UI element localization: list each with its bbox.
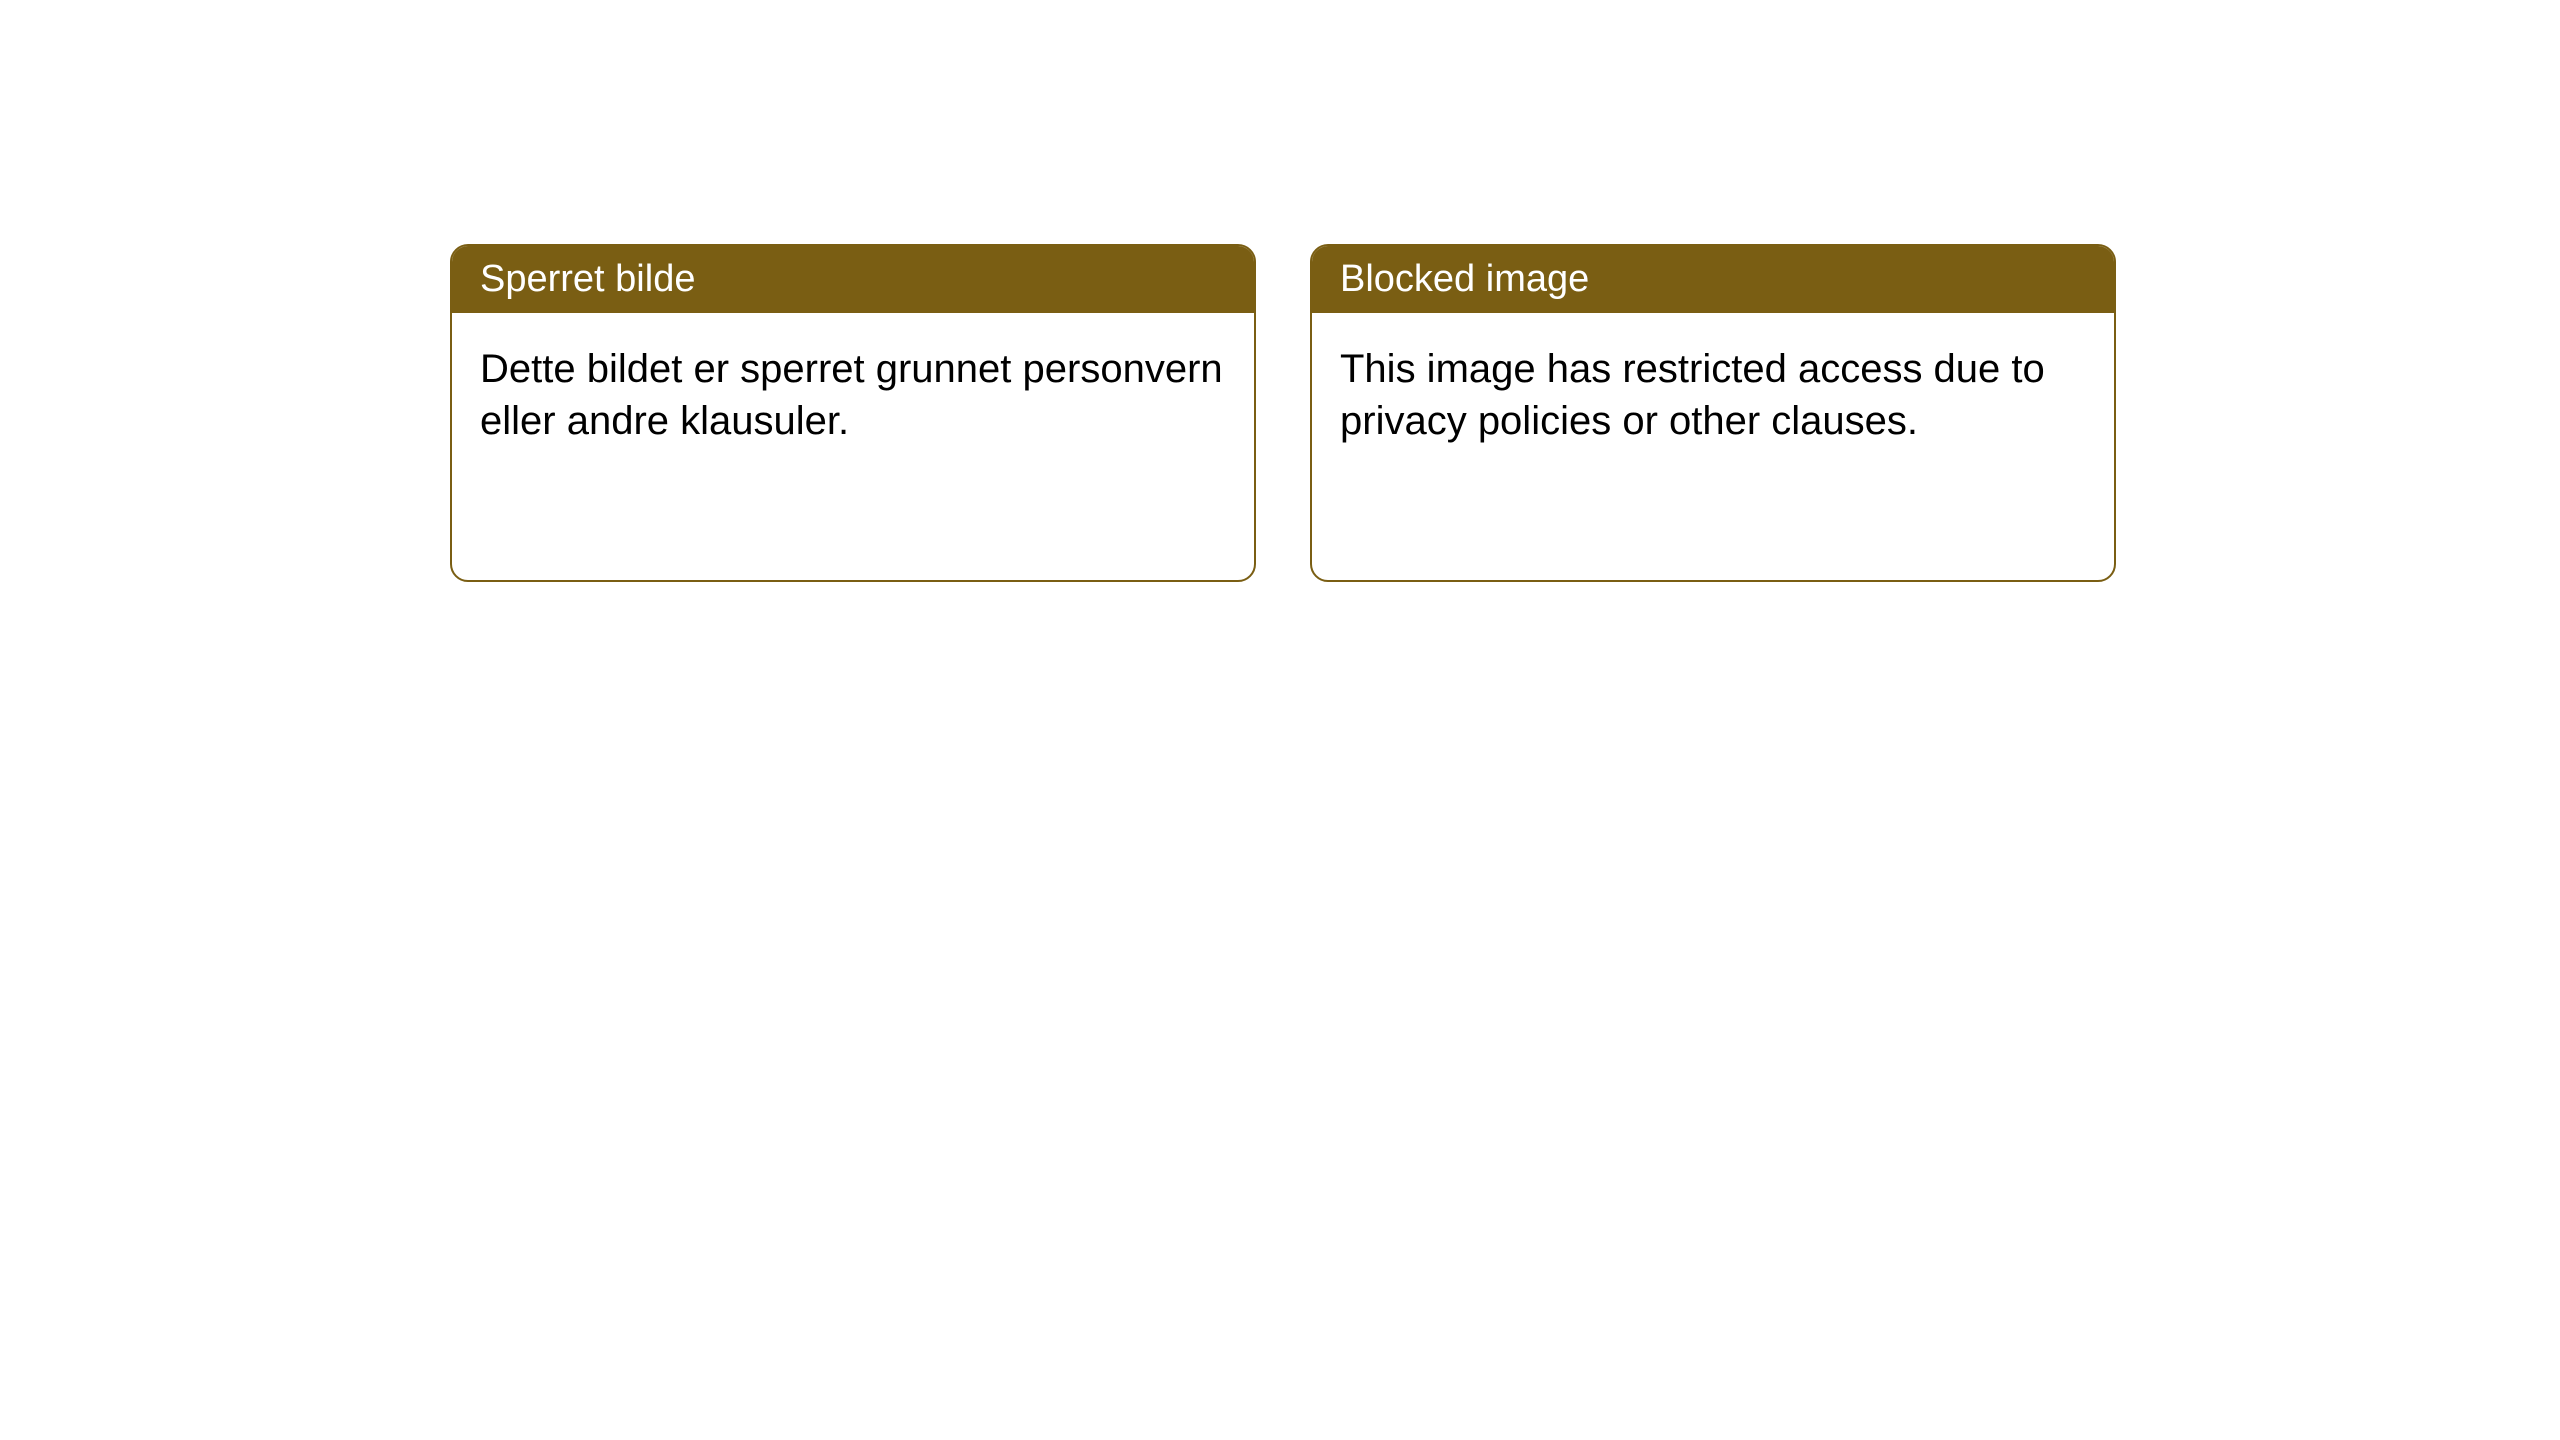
card-body-text: This image has restricted access due to …: [1340, 347, 2045, 443]
card-header: Blocked image: [1312, 246, 2114, 313]
card-header-text: Sperret bilde: [480, 258, 695, 300]
card-header: Sperret bilde: [452, 246, 1254, 313]
card-body: Dette bildet er sperret grunnet personve…: [452, 313, 1254, 477]
card-body: This image has restricted access due to …: [1312, 313, 2114, 477]
notice-card-english: Blocked image This image has restricted …: [1310, 244, 2116, 582]
notice-cards-container: Sperret bilde Dette bildet er sperret gr…: [450, 244, 2116, 582]
notice-card-norwegian: Sperret bilde Dette bildet er sperret gr…: [450, 244, 1256, 582]
card-body-text: Dette bildet er sperret grunnet personve…: [480, 347, 1223, 443]
card-header-text: Blocked image: [1340, 258, 1589, 300]
